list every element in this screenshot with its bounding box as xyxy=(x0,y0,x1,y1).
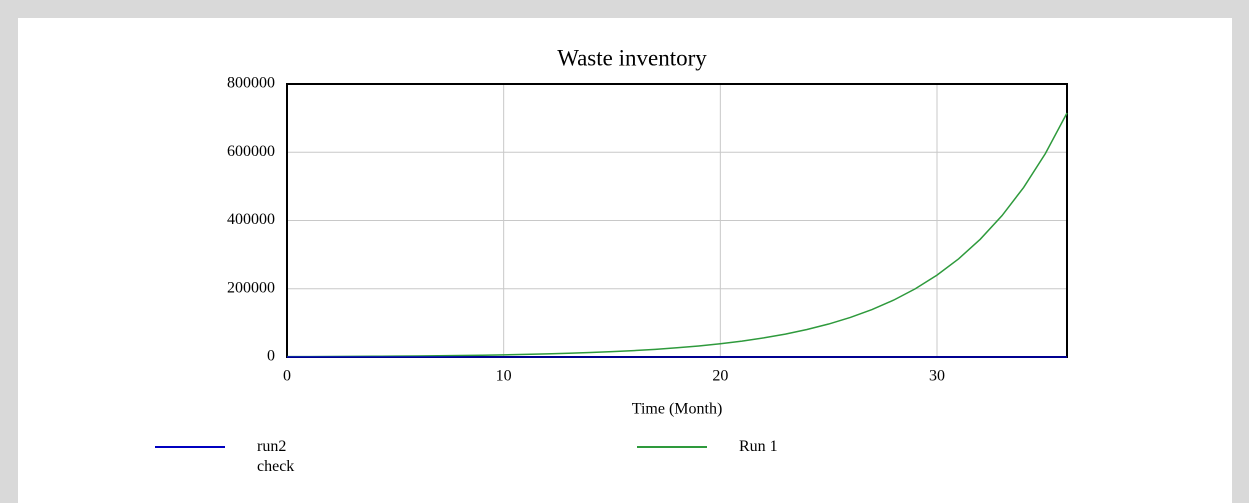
x-tick-label: 20 xyxy=(712,368,728,385)
chart-title: Waste inventory xyxy=(557,45,707,70)
y-tick-label: 0 xyxy=(267,348,275,365)
legend-label: Run 1 xyxy=(739,438,778,455)
x-tick-label: 0 xyxy=(283,368,291,385)
y-tick-label: 600000 xyxy=(227,143,275,160)
legend-label: run2 check xyxy=(257,438,295,475)
y-tick-label: 400000 xyxy=(227,211,275,228)
x-tick-label: 10 xyxy=(496,368,512,385)
y-tick-label: 200000 xyxy=(227,279,275,296)
x-tick-label: 30 xyxy=(929,368,945,385)
panel xyxy=(18,18,1232,503)
x-axis-label: Time (Month) xyxy=(632,401,723,418)
data-line xyxy=(286,112,1068,358)
y-tick-label: 800000 xyxy=(227,75,275,92)
